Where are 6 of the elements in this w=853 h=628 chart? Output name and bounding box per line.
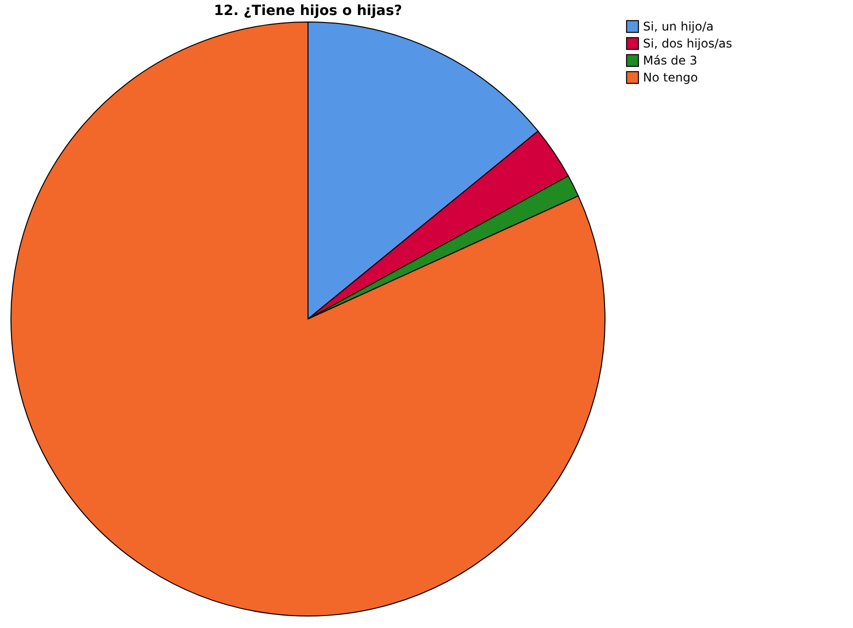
legend-label: Si, un hijo/a	[643, 20, 714, 34]
chart-title: 12. ¿Tiene hijos o hijas?	[214, 3, 402, 19]
legend-label: No tengo	[643, 70, 698, 84]
legend-label: Si, dos hijos/as	[643, 36, 732, 50]
legend-label: Más de 3	[643, 54, 698, 68]
pie-slice	[10, 22, 606, 616]
